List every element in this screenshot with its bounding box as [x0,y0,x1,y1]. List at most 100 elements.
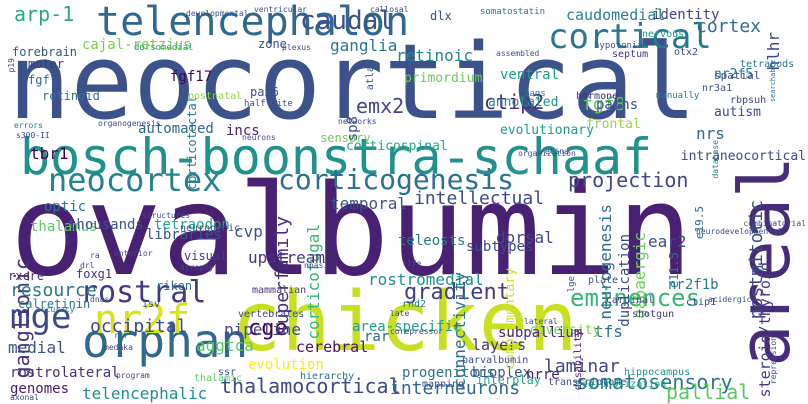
word: somatosensory [576,370,733,394]
word: combinatorial [743,219,806,228]
word: atrophy [180,263,214,272]
word: telencephalic [82,384,208,403]
word: tbr1 [30,144,69,163]
word: intraneocortical [680,149,806,164]
word: nrs [696,124,725,143]
word: nrre [526,367,560,383]
word: medaka [104,343,133,352]
word: retinoid [42,89,100,103]
word: fgf17 [170,69,213,85]
word: rbpsuh [730,95,767,106]
word: dorsomedial [134,43,194,53]
word: arp-1 [14,2,75,26]
word: neurodevelopmental [696,227,783,236]
word: interneurons [390,378,521,399]
word: repression [769,336,778,385]
word: spatial [714,69,761,82]
word: cvp [234,222,263,241]
word: calretinin [18,297,91,311]
word: paths [596,97,639,113]
word: intellectual [414,188,545,209]
word: pipeline [224,320,302,339]
word: optic [44,199,87,215]
word: emx2 [356,94,405,118]
word: callosal [370,5,409,14]
word: corticospinal [346,139,448,154]
word: plexus [282,43,311,52]
word: acidergic [708,295,752,304]
word: life [402,259,422,268]
word: rostral [80,275,207,310]
word: zone [258,37,287,51]
word: dlx [430,9,452,23]
word: gradient [404,280,510,305]
word: atlas [365,60,376,91]
word: genomes [10,381,70,397]
word: ctip1 [686,297,717,308]
word: neurons [242,133,276,142]
word: cge [248,316,288,341]
word: cardinal [606,295,655,306]
word: organogenesis [98,119,161,128]
word: p19 [7,58,16,73]
word: corticotectal [185,96,199,190]
word: frontal [586,117,641,132]
word: temporal [330,194,408,213]
word: diversity [530,323,601,338]
word: fgf8 [582,94,626,115]
word: automated [138,121,214,137]
word: mapping [422,379,465,390]
word: incs [226,123,260,139]
word: shotgun [632,309,675,320]
word: database [711,140,720,179]
word: orphan [82,314,249,368]
word: forebrain [12,45,78,59]
word: cerebral [296,338,369,356]
word: telencephalon [96,0,410,45]
word: autism [714,105,761,120]
word: cortex [696,16,762,37]
word: ctip2 [484,90,545,114]
word: teleosts [398,233,466,249]
word: rxcre [8,269,45,283]
word: subpallium [498,325,583,341]
word: upstream [248,248,326,267]
word: ear2 [648,232,687,251]
word: duplication [617,234,633,327]
word: resource [10,280,97,301]
word: plate [588,275,619,286]
word: thalamic [194,373,243,384]
word: assembled [496,49,540,58]
word: program [116,371,150,380]
word: vertebrates [238,309,305,320]
word: riken [156,279,193,293]
word: tfs [594,322,623,341]
word: occipital [90,316,188,337]
word: dorsal [496,228,554,247]
word: pallial [666,380,751,404]
word: thousands [68,217,144,233]
word: area-specific [352,319,462,335]
word: progenitors [402,365,495,381]
word: thalamocortical [220,374,401,398]
word: sensory [320,131,371,145]
word: pax6 [250,85,279,99]
word: septum [612,49,649,60]
word: libraries [146,227,222,243]
word: motor [28,57,65,71]
word: neocortex [48,161,222,199]
word: eminences [570,284,701,312]
word: rostrolateral [10,365,120,381]
word: s300-II [16,131,50,140]
word: lge [567,276,577,293]
word: developmental [186,9,249,18]
word: rnd2 [402,299,427,310]
word: drl [80,261,95,270]
word: chicken [232,275,578,370]
word: hypotonia [594,41,643,51]
word: accuracy [36,305,75,314]
word: bosch-boonstra-schaaf [20,128,653,186]
word: somatostatin [480,7,546,17]
word: connectivity [450,272,469,388]
word: cajal-retzius [82,37,192,53]
